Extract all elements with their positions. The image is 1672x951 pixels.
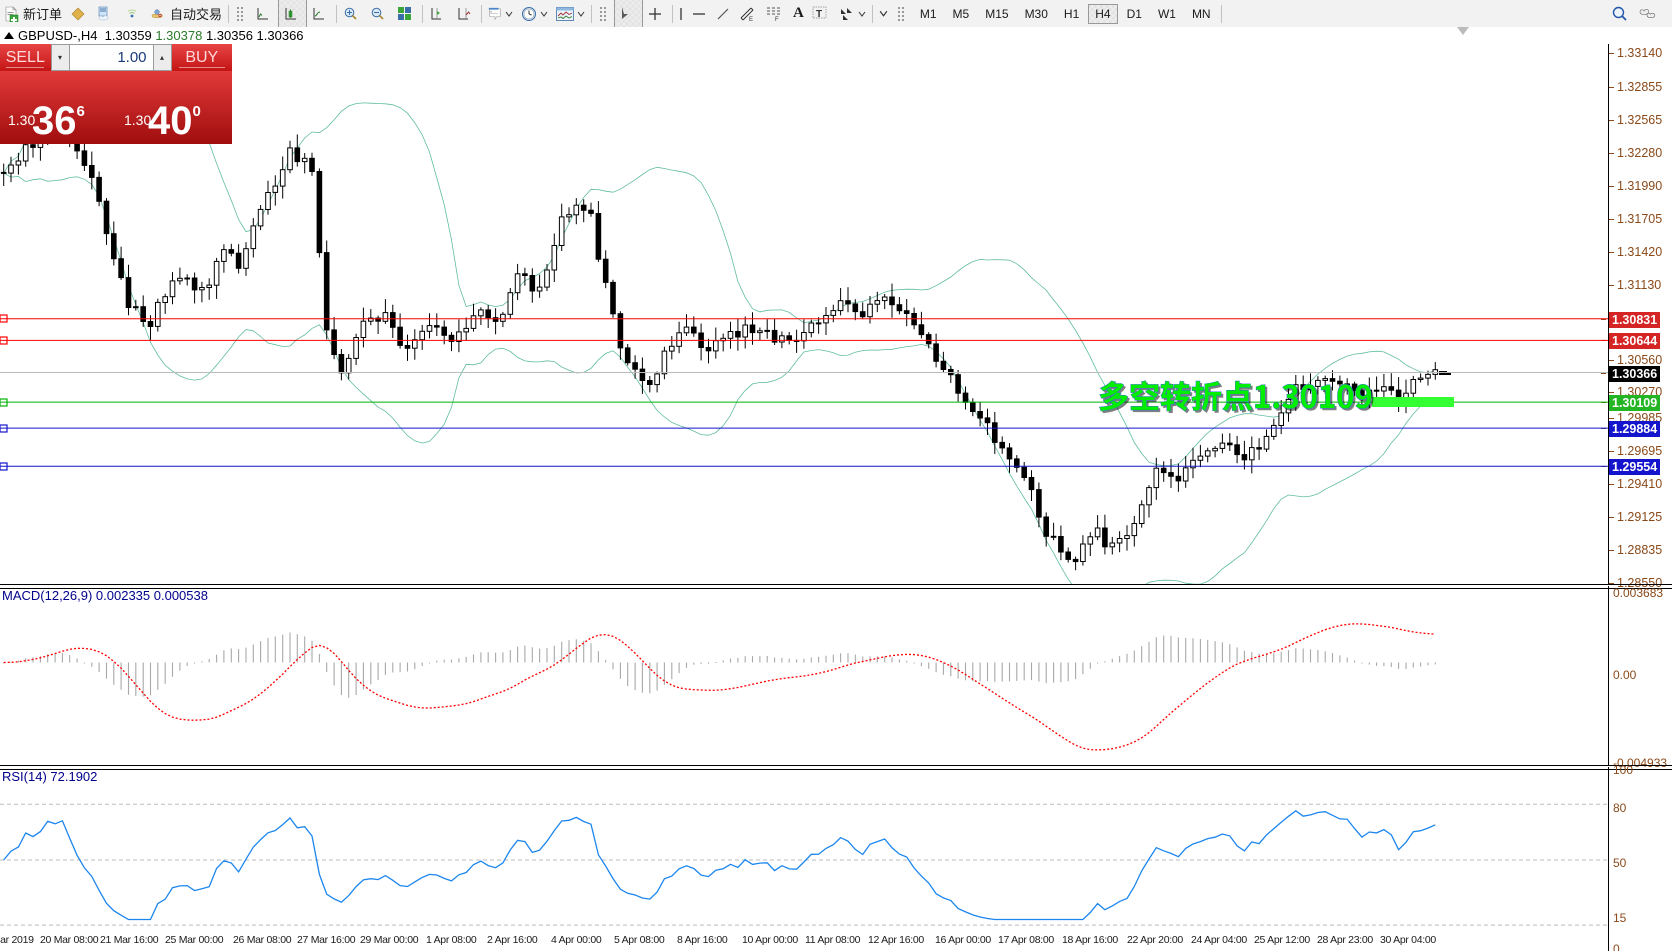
svg-text:E: E (749, 17, 753, 22)
svg-text:T: T (816, 9, 822, 20)
svg-text:F: F (775, 17, 779, 22)
svg-text:多空转折点1.30109: 多空转折点1.30109 (1098, 372, 1373, 417)
